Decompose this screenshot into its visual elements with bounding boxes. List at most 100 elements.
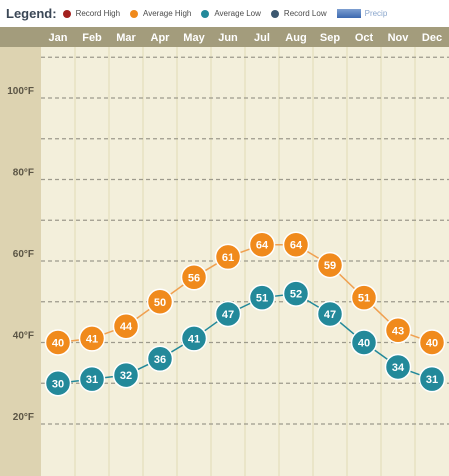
data-point-average-low: 47 xyxy=(214,300,242,328)
data-point-marker xyxy=(282,280,310,307)
month-label: Aug xyxy=(285,32,306,44)
data-label: 41 xyxy=(188,333,200,345)
data-point-average-high: 40 xyxy=(418,329,446,356)
data-label: 30 xyxy=(52,378,64,390)
data-point-marker xyxy=(180,264,208,291)
data-point-marker xyxy=(78,325,106,352)
data-label: 64 xyxy=(256,240,269,252)
legend-title: Legend: xyxy=(6,6,57,21)
data-point-marker xyxy=(214,300,242,328)
legend-label: Record High xyxy=(75,9,121,18)
data-point-marker xyxy=(248,231,276,258)
data-point-marker xyxy=(316,300,344,328)
month-label: Jul xyxy=(254,32,270,44)
data-point-marker xyxy=(384,317,412,344)
legend-item-precip: Precip xyxy=(336,9,388,18)
data-point-marker xyxy=(146,345,174,373)
month-label: May xyxy=(183,32,205,44)
data-label: 61 xyxy=(222,252,234,264)
month-label: Nov xyxy=(388,32,410,44)
data-point-marker xyxy=(350,284,378,311)
data-point-average-low: 32 xyxy=(112,361,140,389)
data-point-marker xyxy=(78,365,106,393)
data-point-average-low: 31 xyxy=(418,365,446,393)
data-label: 52 xyxy=(290,289,302,301)
data-label: 41 xyxy=(86,333,98,345)
data-point-average-high: 44 xyxy=(112,312,140,340)
legend-item-average-low: Average Low xyxy=(201,9,261,18)
legend-label: Average High xyxy=(143,9,192,18)
month-label: Jan xyxy=(49,32,68,44)
data-point-average-high: 50 xyxy=(146,288,174,315)
data-label: 34 xyxy=(392,362,405,374)
data-label: 44 xyxy=(120,321,133,333)
data-point-average-high: 40 xyxy=(44,329,72,356)
legend-label: Average Low xyxy=(214,9,261,18)
data-label: 51 xyxy=(358,293,370,305)
y-tick-label: 60°F xyxy=(13,249,34,260)
data-label: 40 xyxy=(358,338,370,350)
data-point-average-high: 41 xyxy=(78,325,106,352)
y-tick-label: 100°F xyxy=(7,86,34,97)
data-label: 50 xyxy=(154,297,166,309)
data-label: 40 xyxy=(52,338,64,350)
data-label: 47 xyxy=(324,309,336,321)
data-point-average-low: 51 xyxy=(248,284,276,311)
data-point-average-high: 64 xyxy=(248,231,276,258)
data-point-marker xyxy=(44,370,72,397)
data-label: 43 xyxy=(392,325,404,337)
data-point-average-low: 40 xyxy=(350,329,378,356)
y-tick-label: 80°F xyxy=(13,168,34,179)
data-point-average-low: 47 xyxy=(316,300,344,328)
data-point-average-low: 34 xyxy=(384,353,412,381)
legend: Legend: Record High Average High Average… xyxy=(0,0,449,27)
month-label: Jun xyxy=(218,32,238,44)
data-label: 64 xyxy=(290,240,303,252)
y-axis-band xyxy=(0,47,41,476)
data-point-marker xyxy=(384,353,412,381)
data-label: 59 xyxy=(324,260,336,272)
orange-dot-icon xyxy=(130,9,139,18)
data-point-average-high: 51 xyxy=(350,284,378,311)
data-point-average-low: 52 xyxy=(282,280,310,307)
y-tick-label: 20°F xyxy=(13,412,34,423)
month-label: Dec xyxy=(422,32,442,44)
data-point-average-high: 43 xyxy=(384,317,412,344)
data-point-average-low: 41 xyxy=(180,325,208,352)
data-point-average-high: 56 xyxy=(180,264,208,291)
data-point-marker xyxy=(180,325,208,352)
legend-item-record-high: Record High xyxy=(62,9,121,18)
data-point-marker xyxy=(418,329,446,356)
data-label: 51 xyxy=(256,293,268,305)
data-point-marker xyxy=(214,243,242,271)
teal-dot-icon xyxy=(201,9,210,18)
data-point-average-low: 30 xyxy=(44,370,72,397)
month-label: Sep xyxy=(320,32,340,44)
legend-item-record-low: Record Low xyxy=(270,9,327,18)
navy-dot-icon xyxy=(270,9,279,18)
data-point-marker xyxy=(146,288,174,315)
legend-label: Record Low xyxy=(283,9,327,18)
data-label: 36 xyxy=(154,354,166,366)
month-label: Oct xyxy=(355,32,374,44)
precip-bar-icon xyxy=(336,9,361,18)
data-point-marker xyxy=(112,312,140,340)
data-label: 31 xyxy=(426,374,438,386)
data-point-average-low: 36 xyxy=(146,345,174,373)
data-point-marker xyxy=(418,365,446,393)
data-point-average-high: 64 xyxy=(282,231,310,258)
data-point-marker xyxy=(44,329,72,356)
temperature-chart: 100°F 80°F 60°F 40°F 20°F Jan Feb Mar Apr May Jun J… xyxy=(0,27,449,476)
data-point-average-low: 31 xyxy=(78,365,106,393)
data-point-average-high: 59 xyxy=(316,251,344,279)
legend-label: Precip xyxy=(364,9,388,18)
month-header-bar xyxy=(0,27,449,47)
data-point-marker xyxy=(316,251,344,279)
red-dot-icon xyxy=(62,9,71,18)
data-point-average-high: 61 xyxy=(214,243,242,271)
data-label: 47 xyxy=(222,309,234,321)
data-point-marker xyxy=(350,329,378,356)
month-label: Feb xyxy=(82,32,102,44)
data-point-marker xyxy=(112,361,140,389)
y-tick-label: 40°F xyxy=(13,331,34,342)
